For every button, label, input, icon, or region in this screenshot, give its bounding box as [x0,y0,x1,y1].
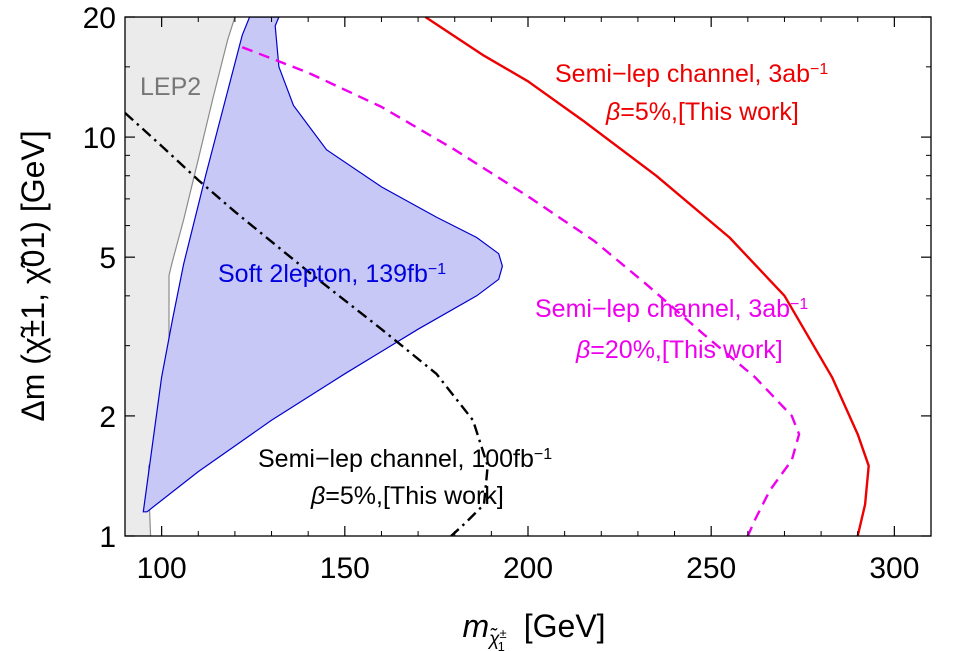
annotations: LEP2 Soft 2lepton, 139fb−1 Semi−lep channe… [140,60,828,510]
annotation-7: Semi−lep channel, 100fb−1 [258,445,552,473]
x-axis-title: mχ̃± 1 [GeV] [462,608,605,651]
limit-curves [125,17,870,536]
region-soft-2lepton [142,17,504,513]
exclusion-regions [125,17,504,536]
annotation-6: β=20%,[This work] [575,336,783,364]
plot-frame [124,16,932,537]
y-tick-label: 20 [83,2,116,35]
series-line-2 [241,46,801,536]
y-tick-label: 5 [99,242,116,275]
x-tick-label: 250 [686,552,736,585]
axis-ticks: 100 150 200 250 300 1 2 5 10 20 [83,2,932,585]
annotation-3: Semi−lep channel, 3ab−1 [555,60,828,88]
annotation-1: LEP2 [140,73,201,101]
y-tick-label: 1 [99,521,116,554]
series-line-1 [424,17,870,536]
annotation-4: β=5%,[This work] [605,98,799,126]
y-axis-title: Δm (χ̃±1, χ̃01) [GeV] [15,130,51,421]
annotation-8: β=5%,[This work] [310,482,504,510]
y-tick-label: 10 [83,122,116,155]
annotation-2: Soft 2lepton, 139fb−1 [218,260,446,288]
x-tick-label: 100 [137,552,187,585]
y-tick-label: 2 [99,401,116,434]
x-tick-label: 150 [320,552,370,585]
annotation-5: Semi−lep channel, 3ab−1 [535,295,808,323]
x-tick-label: 200 [503,552,553,585]
x-tick-label: 300 [869,552,919,585]
axis-titles: mχ̃± 1 [GeV] Δm (χ̃±1, χ̃01) [GeV] [15,130,606,651]
